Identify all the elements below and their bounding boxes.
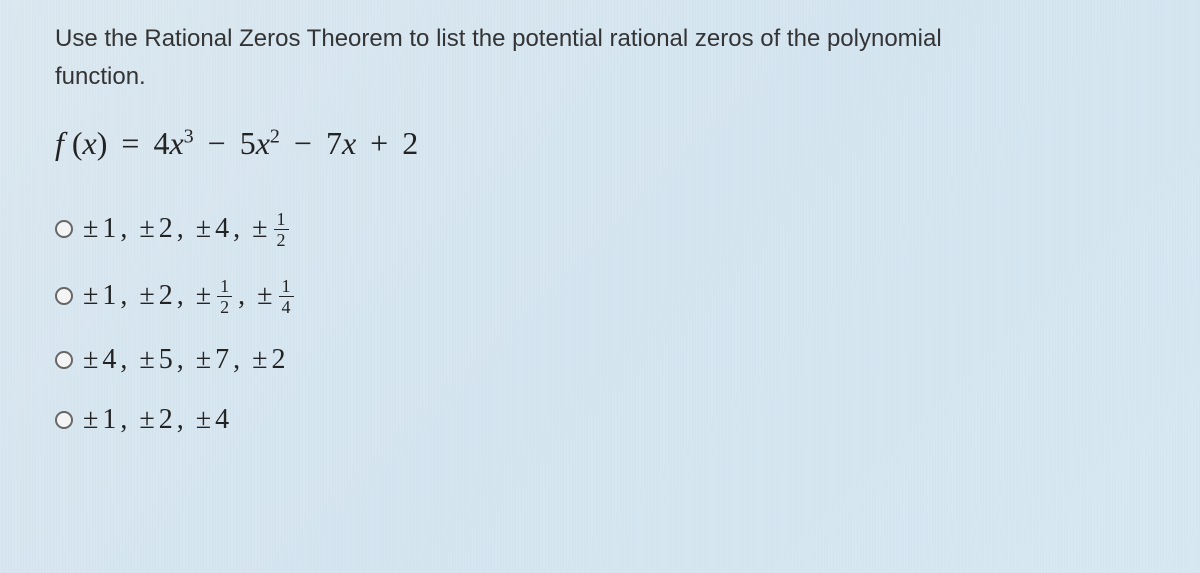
term-value: 7 xyxy=(215,344,229,376)
separator-comma: , xyxy=(120,404,127,436)
term-value: 1 xyxy=(102,280,116,312)
separator-comma: , xyxy=(177,213,184,245)
term-value: 2 xyxy=(272,344,286,376)
separator-comma: , xyxy=(238,280,245,312)
plus-minus-symbol: ± xyxy=(252,344,267,376)
term-value: 4 xyxy=(102,344,116,376)
prompt-line-2: function. xyxy=(55,63,146,90)
plus-minus-symbol: ± xyxy=(196,280,211,312)
separator-comma: , xyxy=(177,344,184,376)
radio-button[interactable] xyxy=(55,220,73,238)
separator-comma: , xyxy=(177,404,184,436)
term-value: 4 xyxy=(215,404,229,436)
term-value: 4 xyxy=(215,213,229,245)
term-value: 2 xyxy=(159,280,173,312)
plus-minus-symbol: ± xyxy=(139,344,154,376)
option-text: ±1,±2,±12,±14 xyxy=(83,277,296,316)
fraction: 14 xyxy=(279,277,294,316)
polynomial-equation: f (x) = 4x3 − 5x2 − 7x + 2 xyxy=(55,125,1145,162)
option-3[interactable]: ±4, ±5, ±7, ±2 xyxy=(55,344,1145,376)
prompt-line-1: Use the Rational Zeros Theorem to list t… xyxy=(55,25,942,52)
plus-minus-symbol: ± xyxy=(139,213,154,245)
plus-minus-symbol: ± xyxy=(139,404,154,436)
separator-comma: , xyxy=(120,213,127,245)
question-prompt: Use the Rational Zeros Theorem to list t… xyxy=(55,20,1145,97)
term-value: 5 xyxy=(159,344,173,376)
plus-minus-symbol: ± xyxy=(139,280,154,312)
plus-minus-symbol: ± xyxy=(83,404,98,436)
term-value: 2 xyxy=(159,404,173,436)
fraction: 12 xyxy=(217,277,232,316)
option-2[interactable]: ±1,±2,±12,±14 xyxy=(55,277,1145,316)
fraction: 12 xyxy=(274,210,289,249)
plus-minus-symbol: ± xyxy=(83,213,98,245)
plus-minus-symbol: ± xyxy=(83,344,98,376)
separator-comma: , xyxy=(233,344,240,376)
radio-button[interactable] xyxy=(55,411,73,429)
term-value: 1 xyxy=(102,213,116,245)
plus-minus-symbol: ± xyxy=(196,404,211,436)
option-text: ±1,±2,±4,±12 xyxy=(83,210,291,249)
term-value: 2 xyxy=(159,213,173,245)
fraction-numerator: 1 xyxy=(274,210,289,230)
plus-minus-symbol: ± xyxy=(83,280,98,312)
plus-minus-symbol: ± xyxy=(257,280,272,312)
fraction-numerator: 1 xyxy=(217,277,232,297)
radio-button[interactable] xyxy=(55,351,73,369)
option-text: ±4, ±5, ±7, ±2 xyxy=(83,344,286,376)
option-text: ±1, ±2, ±4 xyxy=(83,404,229,436)
term-value: 1 xyxy=(102,404,116,436)
plus-minus-symbol: ± xyxy=(196,344,211,376)
fraction-denominator: 4 xyxy=(282,297,291,316)
separator-comma: , xyxy=(120,344,127,376)
option-1[interactable]: ±1,±2,±4,±12 xyxy=(55,210,1145,249)
fraction-numerator: 1 xyxy=(279,277,294,297)
answer-options: ±1,±2,±4,±12±1,±2,±12,±14±4,±5,±7,±2±1,±… xyxy=(55,210,1145,436)
plus-minus-symbol: ± xyxy=(252,213,267,245)
separator-comma: , xyxy=(233,213,240,245)
separator-comma: , xyxy=(177,280,184,312)
separator-comma: , xyxy=(120,280,127,312)
fraction-denominator: 2 xyxy=(220,297,229,316)
fraction-denominator: 2 xyxy=(277,230,286,249)
radio-button[interactable] xyxy=(55,287,73,305)
option-4[interactable]: ±1, ±2, ±4 xyxy=(55,404,1145,436)
plus-minus-symbol: ± xyxy=(196,213,211,245)
